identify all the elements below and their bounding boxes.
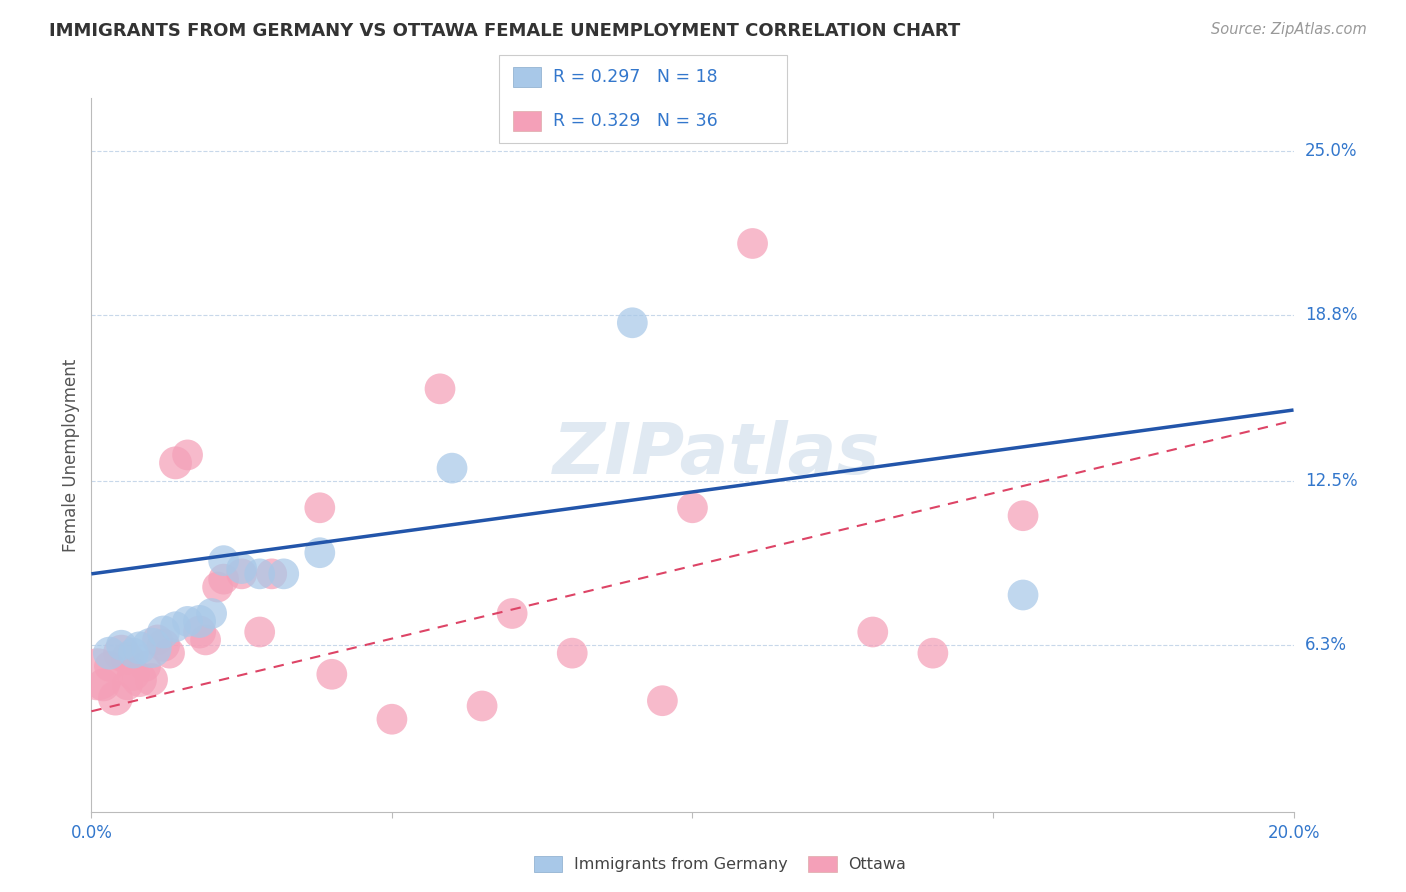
Text: 25.0%: 25.0% bbox=[1305, 142, 1357, 160]
Text: R = 0.329   N = 36: R = 0.329 N = 36 bbox=[553, 112, 717, 130]
Point bbox=[159, 646, 181, 660]
Text: Immigrants from Germany: Immigrants from Germany bbox=[574, 857, 787, 871]
Point bbox=[231, 561, 253, 575]
Point bbox=[862, 625, 884, 640]
Point bbox=[681, 500, 703, 515]
Point bbox=[429, 382, 451, 396]
Text: ZIPatlas: ZIPatlas bbox=[553, 420, 880, 490]
Point bbox=[165, 620, 187, 634]
Point bbox=[152, 625, 174, 640]
Point bbox=[321, 667, 343, 681]
Point bbox=[141, 640, 163, 655]
Point bbox=[165, 456, 187, 470]
Point bbox=[176, 615, 198, 629]
Point bbox=[922, 646, 945, 660]
Point bbox=[128, 673, 150, 687]
Point bbox=[651, 694, 673, 708]
Point bbox=[110, 638, 132, 652]
Point bbox=[273, 566, 295, 581]
Point bbox=[110, 646, 132, 660]
Point bbox=[741, 236, 763, 251]
Point bbox=[93, 678, 115, 692]
Text: 12.5%: 12.5% bbox=[1305, 473, 1357, 491]
Point bbox=[212, 554, 235, 568]
Point bbox=[128, 640, 150, 655]
Point bbox=[122, 667, 145, 681]
Text: Source: ZipAtlas.com: Source: ZipAtlas.com bbox=[1211, 22, 1367, 37]
Point bbox=[381, 712, 404, 726]
Text: R = 0.297   N = 18: R = 0.297 N = 18 bbox=[553, 68, 717, 87]
Point bbox=[122, 646, 145, 660]
Point bbox=[207, 580, 229, 594]
Text: IMMIGRANTS FROM GERMANY VS OTTAWA FEMALE UNEMPLOYMENT CORRELATION CHART: IMMIGRANTS FROM GERMANY VS OTTAWA FEMALE… bbox=[49, 22, 960, 40]
Point bbox=[146, 632, 169, 647]
Point bbox=[188, 615, 211, 629]
Point bbox=[440, 461, 463, 475]
Point bbox=[104, 691, 127, 706]
Point bbox=[176, 448, 198, 462]
Point bbox=[501, 607, 523, 621]
Point bbox=[98, 659, 121, 673]
Text: Ottawa: Ottawa bbox=[848, 857, 905, 871]
Point bbox=[249, 566, 271, 581]
Point bbox=[98, 646, 121, 660]
Point bbox=[621, 316, 644, 330]
Point bbox=[231, 566, 253, 581]
Y-axis label: Female Unemployment: Female Unemployment bbox=[62, 359, 80, 551]
Point bbox=[152, 638, 174, 652]
Point bbox=[308, 500, 330, 515]
Point bbox=[212, 572, 235, 586]
Point bbox=[134, 659, 156, 673]
Point bbox=[194, 632, 217, 647]
Point bbox=[561, 646, 583, 660]
Point bbox=[471, 698, 494, 713]
Point bbox=[86, 667, 108, 681]
Point bbox=[201, 607, 224, 621]
Point bbox=[141, 673, 163, 687]
Text: 6.3%: 6.3% bbox=[1305, 636, 1347, 654]
Point bbox=[188, 625, 211, 640]
Point bbox=[308, 546, 330, 560]
Point bbox=[1012, 588, 1035, 602]
Point bbox=[249, 625, 271, 640]
Text: 18.8%: 18.8% bbox=[1305, 306, 1357, 324]
Point bbox=[117, 678, 139, 692]
Point bbox=[117, 651, 139, 665]
Point bbox=[260, 566, 283, 581]
Point bbox=[1012, 508, 1035, 523]
